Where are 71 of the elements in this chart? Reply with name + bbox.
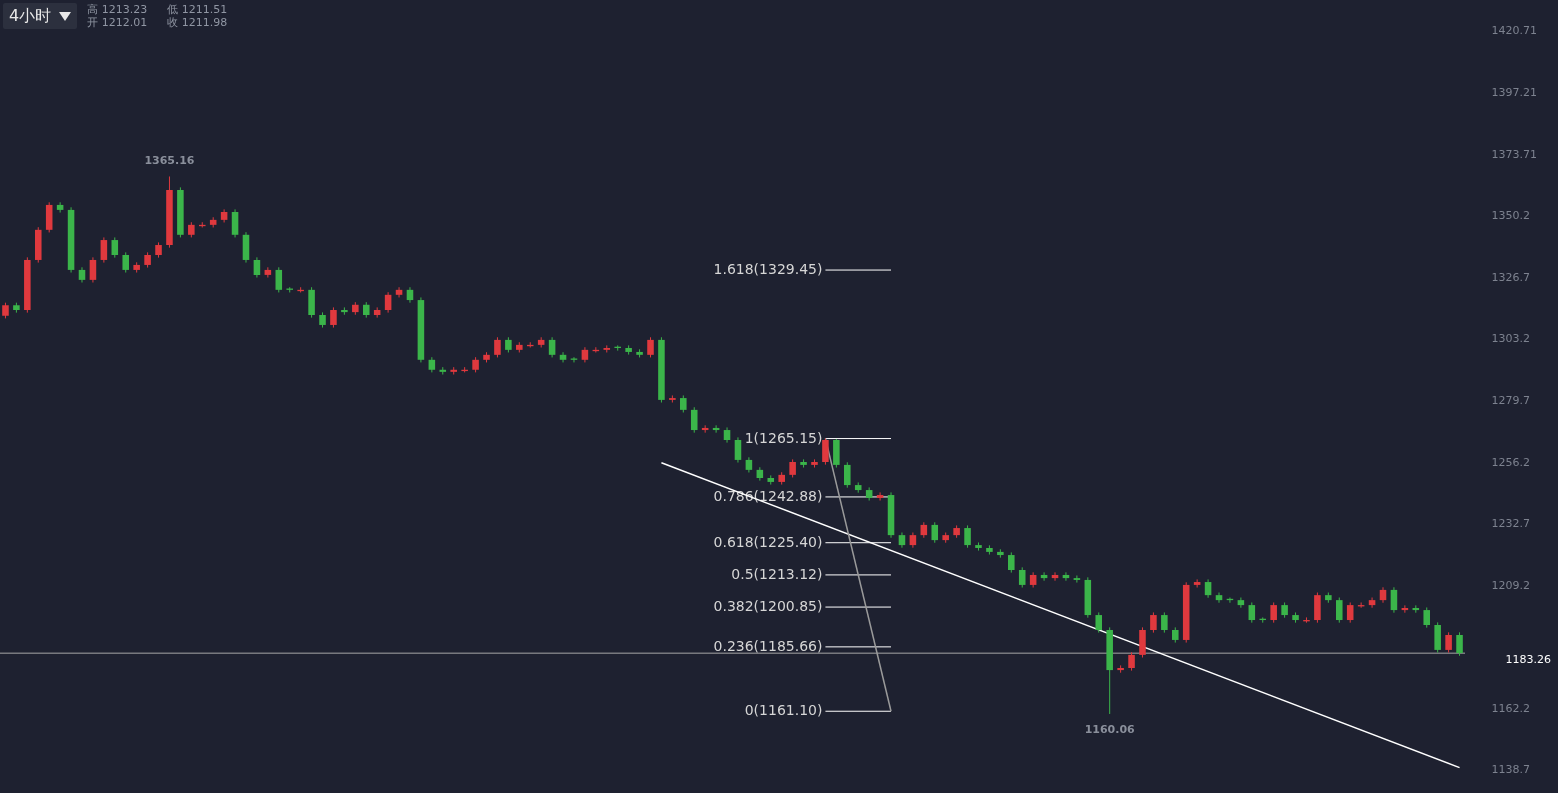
candlestick <box>1368 597 1376 609</box>
annotation: 高 1213.23 <box>87 3 148 16</box>
candlestick <box>931 521 939 544</box>
candlestick <box>1456 631 1463 657</box>
candlestick <box>1423 606 1431 629</box>
candlestick <box>1390 586 1398 614</box>
y-tick-label: 1303.2 <box>1491 332 1530 346</box>
candlestick <box>1095 611 1103 634</box>
ref-line-label: 0.618(1225.40) <box>713 533 823 550</box>
candlestick <box>1335 597 1343 624</box>
annotation: 1365.16 <box>144 154 195 168</box>
y-tick-label: 1373.71 <box>1491 147 1537 161</box>
candlestick <box>111 236 119 259</box>
candlestick <box>1018 566 1026 589</box>
y-tick-label: 1420.71 <box>1491 24 1537 38</box>
candlestick <box>1128 651 1135 672</box>
candlestick <box>559 351 567 363</box>
candlestick <box>1248 601 1256 624</box>
ref-line-label: 0.382(1200.85) <box>713 598 823 615</box>
y-tick-label: 1162.2 <box>1491 701 1530 715</box>
annotation: 4小时 <box>9 5 52 27</box>
candlestick <box>647 336 654 358</box>
ref-line-label: 1(1265.15) <box>744 429 823 446</box>
candlestick <box>253 256 261 279</box>
candlestick <box>876 491 884 502</box>
y-tick-label: 1138.7 <box>1491 763 1530 777</box>
candlestick <box>122 251 130 274</box>
ref-line-label: 1.618(1329.45) <box>713 261 823 278</box>
y-tick-label: 1256.2 <box>1491 455 1530 469</box>
candlestick <box>1150 611 1157 634</box>
ref-line-label: 0(1161.10) <box>744 702 823 719</box>
text: 1183.26 <box>1505 653 1551 667</box>
annotation: 1160.06 <box>1084 722 1136 736</box>
candlestick <box>1073 574 1081 584</box>
candlestick <box>789 458 796 478</box>
y-tick-label: 1209.2 <box>1491 578 1530 592</box>
candlestick <box>548 336 556 358</box>
candlestick <box>494 336 501 358</box>
y-tick-label: 1350.2 <box>1491 209 1530 223</box>
y-tick-label: 1397.21 <box>1491 85 1537 99</box>
candlestick <box>1346 601 1354 624</box>
candlestick <box>1237 597 1245 609</box>
candlestick <box>1204 578 1212 599</box>
y-tick-label: 1326.7 <box>1491 270 1530 284</box>
candlestick <box>330 306 337 329</box>
ref-line-label: 0.236(1185.66) <box>713 637 823 654</box>
candlestick <box>844 461 851 489</box>
candlestick <box>395 286 403 298</box>
candlestick <box>1445 631 1452 654</box>
y-tick-label: 1279.7 <box>1491 393 1530 407</box>
candlestick <box>1215 592 1223 604</box>
annotation: 低 1211.51 <box>167 3 228 16</box>
candlestick <box>231 208 239 238</box>
candlestick <box>100 236 108 264</box>
candlestick <box>734 436 742 464</box>
candlestick <box>1161 611 1168 634</box>
annotation: 收 1211.98 <box>167 16 228 29</box>
candlestick <box>822 438 829 466</box>
candlestick <box>384 291 392 314</box>
candlestick <box>690 406 698 434</box>
y-tick-label: 1232.7 <box>1491 517 1530 531</box>
candlestick <box>264 266 272 279</box>
candlestick <box>1270 601 1277 624</box>
candlestick <box>1193 578 1201 589</box>
candlestick <box>964 524 971 549</box>
candlestick <box>275 266 283 293</box>
candlestick <box>89 256 97 283</box>
candlestick <box>56 201 64 214</box>
candlestick <box>1008 551 1015 574</box>
annotation: 开 1212.01 <box>87 16 148 29</box>
ref-line-label: 0.5(1213.12) <box>731 565 823 582</box>
